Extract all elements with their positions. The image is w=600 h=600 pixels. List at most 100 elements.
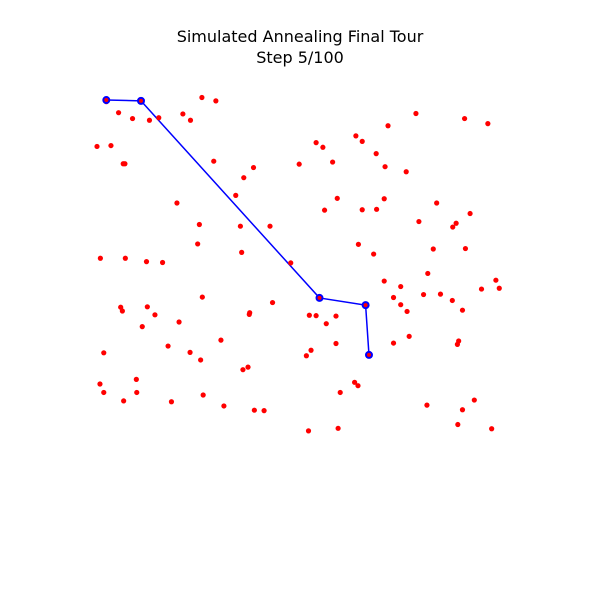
city-point (434, 200, 440, 206)
tour-node (361, 301, 370, 310)
city-point (413, 110, 419, 117)
city-point (381, 196, 387, 202)
city-point (416, 218, 422, 225)
city-point (385, 123, 391, 129)
city-point (134, 389, 140, 396)
tour-node-center (363, 303, 368, 308)
city-point (406, 333, 412, 339)
city-point (449, 297, 455, 304)
city-point (288, 260, 294, 266)
city-point (305, 428, 312, 434)
city-point (453, 220, 459, 226)
city-point (144, 304, 150, 310)
tour-node (136, 96, 145, 105)
city-point (168, 399, 175, 405)
city-point (251, 407, 257, 413)
chart-subtitle: Step 5/100 (256, 48, 344, 67)
city-point (308, 347, 314, 353)
city-point (108, 142, 114, 149)
city-point (454, 341, 460, 347)
tour-node-center (366, 352, 371, 357)
city-point (303, 353, 309, 359)
city-point (239, 249, 245, 255)
city-point (165, 343, 171, 349)
city-point (97, 381, 103, 387)
city-point (97, 255, 103, 261)
city-point (306, 312, 312, 318)
city-point (404, 308, 410, 315)
city-point (233, 192, 239, 198)
city-point (321, 207, 328, 213)
city-layer (94, 94, 502, 434)
city-point (174, 200, 180, 206)
city-point (245, 364, 251, 370)
city-point (390, 294, 397, 301)
city-point (459, 407, 466, 413)
city-point (323, 321, 329, 327)
city-point (146, 117, 153, 123)
tour-layer (106, 99, 370, 355)
city-point (118, 304, 124, 310)
city-point (355, 383, 361, 389)
city-point (237, 223, 243, 229)
tour-node-center (138, 98, 143, 103)
city-point (424, 402, 430, 408)
tour-node-layer (102, 96, 373, 359)
city-point (489, 426, 495, 432)
city-point (101, 350, 107, 356)
city-point (156, 115, 162, 121)
city-point (159, 259, 166, 266)
city-point (425, 270, 431, 277)
city-point (218, 337, 224, 343)
city-point (334, 195, 340, 201)
city-point (94, 143, 100, 150)
tour-line (106, 99, 370, 355)
city-point (371, 251, 377, 257)
tour-node-center (317, 295, 322, 300)
city-point (101, 389, 107, 396)
city-point (122, 161, 128, 167)
city-point (359, 138, 365, 144)
city-point (335, 425, 341, 431)
city-point (398, 283, 404, 290)
city-point (320, 144, 326, 150)
city-point (198, 357, 204, 363)
city-point (122, 255, 128, 261)
tour-node (315, 293, 324, 302)
city-point (196, 221, 202, 228)
city-point (462, 245, 469, 252)
city-point (269, 299, 276, 306)
city-point (296, 161, 302, 167)
city-point (333, 313, 339, 319)
city-point (115, 110, 122, 116)
city-point (187, 117, 194, 123)
city-point (374, 206, 380, 212)
city-point (313, 313, 319, 319)
city-point (459, 307, 466, 313)
city-point (450, 224, 456, 230)
city-point (359, 207, 365, 213)
city-point (176, 319, 182, 325)
city-point (373, 151, 379, 157)
city-point (333, 340, 339, 347)
city-point (461, 115, 468, 122)
city-point (121, 398, 127, 404)
city-point (267, 223, 273, 229)
city-point (496, 285, 502, 291)
city-point (139, 324, 145, 330)
city-point (247, 310, 253, 316)
city-point (211, 158, 217, 164)
tour-node (102, 96, 111, 105)
city-point (261, 408, 267, 414)
city-point (353, 133, 359, 139)
city-point (430, 246, 436, 252)
city-point (471, 397, 477, 403)
city-point (152, 312, 158, 318)
city-point (437, 291, 444, 297)
city-point (355, 241, 362, 247)
city-point (485, 121, 491, 127)
city-point (200, 392, 206, 398)
city-point (467, 210, 473, 217)
tour-node-center (104, 98, 109, 103)
city-point (330, 159, 336, 165)
